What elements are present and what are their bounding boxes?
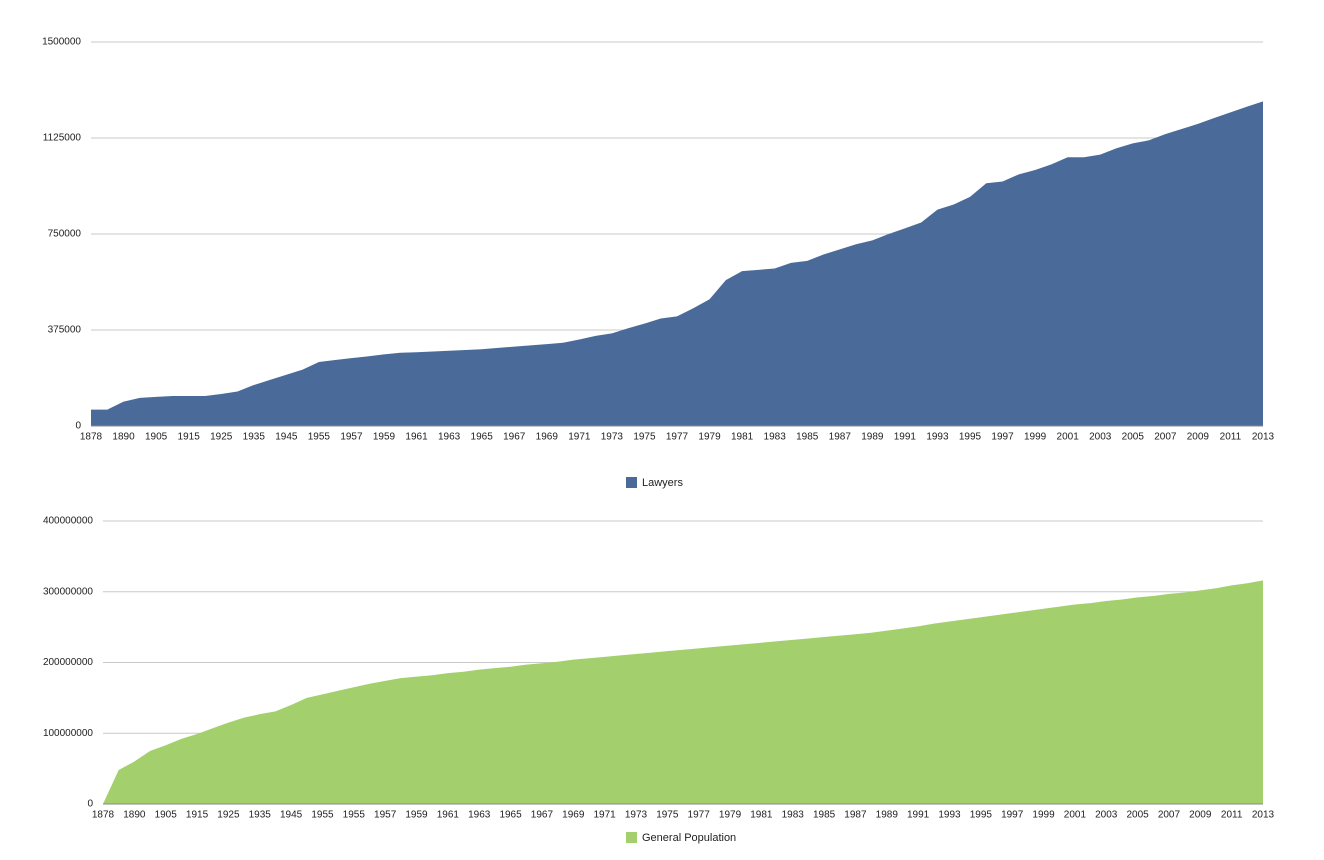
y-tick-label: 300000000 (43, 586, 93, 597)
legend-label: Lawyers (642, 477, 683, 489)
x-tick-label: 1991 (894, 432, 917, 443)
x-tick-label: 1935 (243, 432, 266, 443)
x-tick-label: 1985 (813, 810, 836, 821)
x-tick-label: 2005 (1122, 432, 1145, 443)
x-tick-label: 1985 (796, 432, 819, 443)
x-tick-label: 1979 (698, 432, 721, 443)
x-tick-label: 1993 (938, 810, 961, 821)
x-tick-label: 1945 (275, 432, 298, 443)
x-tick-label: 1999 (1024, 432, 1047, 443)
x-tick-label: 2011 (1220, 432, 1242, 443)
x-tick-label: 1997 (991, 432, 1014, 443)
y-tick-label: 0 (75, 421, 81, 432)
x-tick-label: 2013 (1252, 810, 1275, 821)
x-tick-label: 2009 (1189, 810, 1212, 821)
x-tick-label: 1905 (155, 810, 178, 821)
x-tick-label: 1890 (112, 432, 135, 443)
x-tick-label: 2001 (1057, 432, 1080, 443)
x-tick-label: 1975 (633, 432, 656, 443)
x-tick-label: 1987 (844, 810, 867, 821)
y-tick-label: 1125000 (43, 133, 82, 144)
x-tick-label: 1979 (719, 810, 742, 821)
x-tick-label: 2011 (1221, 810, 1243, 821)
x-tick-label: 1878 (80, 432, 103, 443)
x-tick-label: 1981 (731, 432, 754, 443)
x-tick-label: 1993 (926, 432, 949, 443)
x-tick-label: 2003 (1095, 810, 1118, 821)
x-tick-label: 1959 (373, 432, 396, 443)
y-tick-label: 200000000 (43, 657, 93, 668)
x-tick-label: 1890 (123, 810, 146, 821)
x-tick-label: 1983 (782, 810, 805, 821)
x-tick-label: 1963 (438, 432, 461, 443)
x-tick-label: 1977 (666, 432, 689, 443)
x-tick-label: 1983 (764, 432, 787, 443)
x-tick-label: 1977 (688, 810, 711, 821)
y-tick-label: 400000000 (43, 516, 93, 527)
y-tick-label: 1500000 (42, 37, 81, 48)
legend-swatch (626, 832, 637, 843)
x-tick-label: 1995 (959, 432, 982, 443)
x-tick-label: 2007 (1154, 432, 1177, 443)
y-tick-label: 100000000 (43, 728, 93, 739)
legend-swatch (626, 477, 637, 488)
x-tick-label: 1987 (829, 432, 852, 443)
x-tick-label: 2003 (1089, 432, 1112, 443)
x-tick-label: 2009 (1187, 432, 1210, 443)
x-tick-label: 1965 (471, 432, 494, 443)
x-tick-label: 2001 (1064, 810, 1087, 821)
x-tick-label: 1999 (1032, 810, 1055, 821)
x-tick-label: 1955 (343, 810, 366, 821)
x-tick-label: 1935 (249, 810, 272, 821)
x-tick-label: 1995 (970, 810, 993, 821)
y-tick-label: 375000 (48, 325, 82, 336)
x-tick-label: 1971 (593, 810, 616, 821)
x-tick-label: 1991 (907, 810, 930, 821)
x-tick-label: 1969 (562, 810, 585, 821)
x-tick-label: 1981 (750, 810, 773, 821)
x-tick-label: 1975 (656, 810, 679, 821)
x-tick-label: 1969 (536, 432, 559, 443)
x-tick-label: 1967 (503, 432, 526, 443)
y-tick-label: 0 (87, 799, 93, 810)
x-tick-label: 1915 (186, 810, 209, 821)
x-tick-label: 1955 (308, 432, 331, 443)
x-tick-label: 2013 (1252, 432, 1275, 443)
y-tick-label: 750000 (48, 229, 82, 240)
x-tick-label: 1965 (499, 810, 522, 821)
x-tick-label: 1963 (468, 810, 491, 821)
x-tick-label: 1925 (217, 810, 240, 821)
x-tick-label: 1961 (405, 432, 428, 443)
x-tick-label: 1957 (374, 810, 397, 821)
area (103, 580, 1263, 804)
x-tick-label: 1967 (531, 810, 554, 821)
x-tick-label: 1925 (210, 432, 233, 443)
x-tick-label: 1955 (311, 810, 334, 821)
x-tick-label: 2007 (1158, 810, 1181, 821)
x-tick-label: 1997 (1001, 810, 1024, 821)
x-tick-label: 1989 (876, 810, 899, 821)
x-tick-label: 1957 (340, 432, 363, 443)
x-tick-label: 1915 (178, 432, 201, 443)
x-tick-label: 1971 (568, 432, 591, 443)
area (91, 101, 1263, 426)
x-tick-label: 1878 (92, 810, 115, 821)
x-tick-label: 2005 (1126, 810, 1149, 821)
x-tick-label: 1945 (280, 810, 303, 821)
x-tick-label: 1959 (405, 810, 428, 821)
x-tick-label: 1905 (145, 432, 168, 443)
x-tick-label: 1989 (861, 432, 884, 443)
legend-label: General Population (642, 832, 736, 844)
x-tick-label: 1973 (601, 432, 624, 443)
x-tick-label: 1973 (625, 810, 648, 821)
x-tick-label: 1961 (437, 810, 460, 821)
